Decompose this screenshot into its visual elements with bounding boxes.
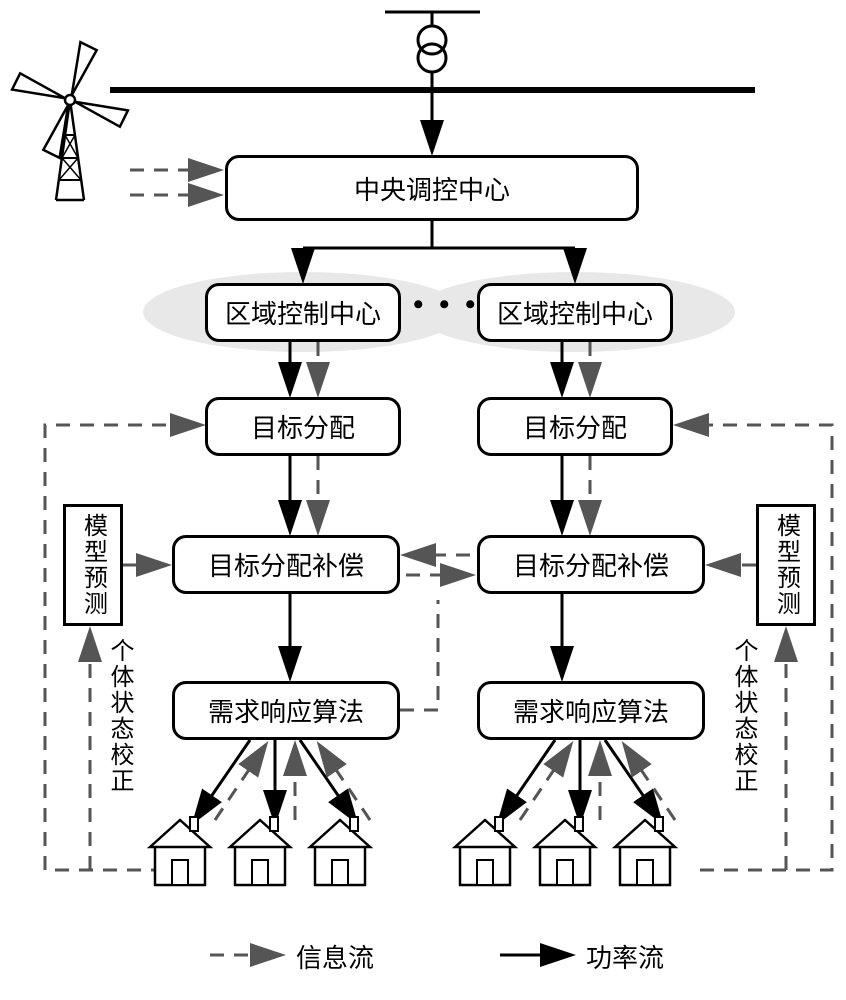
legend-info-flow: 信息流 bbox=[296, 938, 374, 975]
target-alloc-left: 目标分配 bbox=[205, 397, 401, 456]
model-right-label: 模型预测 bbox=[769, 513, 804, 617]
ellipsis-dots: • • • bbox=[413, 288, 480, 322]
target-alloc-right: 目标分配 bbox=[477, 397, 673, 456]
dr-right-label: 需求响应算法 bbox=[513, 692, 669, 729]
house-left-1 bbox=[150, 817, 210, 885]
target-alloc-right-label: 目标分配 bbox=[523, 408, 627, 445]
state-correction-left: 个体状态校正 bbox=[102, 638, 137, 794]
target-alloc-left-label: 目标分配 bbox=[251, 408, 355, 445]
demand-response-right: 需求响应算法 bbox=[477, 681, 705, 740]
windmill-icon bbox=[12, 42, 128, 200]
region-right-label: 区域控制中心 bbox=[497, 294, 653, 331]
house-right-1 bbox=[455, 817, 515, 885]
transformer-coil-2 bbox=[418, 44, 446, 72]
dr-left-label: 需求响应算法 bbox=[208, 692, 364, 729]
model-predict-left: 模型预测 bbox=[63, 504, 123, 626]
region-center-left: 区域控制中心 bbox=[205, 283, 401, 342]
compensation-left: 目标分配补偿 bbox=[172, 535, 400, 594]
compensation-right: 目标分配补偿 bbox=[477, 535, 705, 594]
region-center-right: 区域控制中心 bbox=[477, 283, 673, 342]
central-label: 中央调控中心 bbox=[354, 170, 510, 207]
diagram-svg bbox=[0, 0, 846, 1000]
house-left-3 bbox=[310, 817, 370, 885]
model-left-label: 模型预测 bbox=[76, 513, 111, 617]
region-left-label: 区域控制中心 bbox=[225, 294, 381, 331]
legend-power-flow: 功率流 bbox=[586, 938, 664, 975]
state-correction-right: 个体状态校正 bbox=[726, 638, 761, 794]
house-right-3 bbox=[615, 817, 675, 885]
central-control-center: 中央调控中心 bbox=[225, 155, 639, 221]
model-predict-right: 模型预测 bbox=[756, 504, 816, 626]
demand-response-left: 需求响应算法 bbox=[172, 681, 400, 740]
comp-left-label: 目标分配补偿 bbox=[208, 546, 364, 583]
house-left-2 bbox=[230, 817, 290, 885]
comp-right-label: 目标分配补偿 bbox=[513, 546, 669, 583]
inner-feedback-mid bbox=[400, 600, 438, 710]
house-right-2 bbox=[535, 817, 595, 885]
